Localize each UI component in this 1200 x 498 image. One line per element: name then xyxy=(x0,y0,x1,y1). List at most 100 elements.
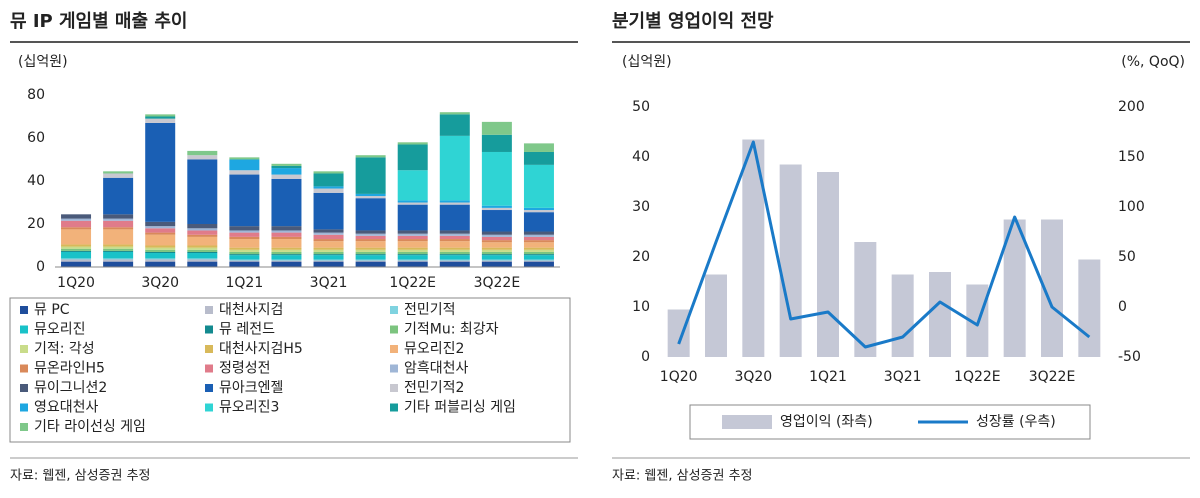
legend-marker xyxy=(390,384,398,392)
bar-segment xyxy=(523,261,554,267)
bar-segment xyxy=(481,121,512,135)
legend-marker xyxy=(390,403,398,412)
bar-segment xyxy=(103,177,134,215)
bar-segment xyxy=(313,259,344,261)
legend-marker xyxy=(20,364,28,373)
bar-segment xyxy=(481,259,512,261)
bar-segment xyxy=(271,255,302,260)
bar-segment xyxy=(61,250,92,252)
bar-segment xyxy=(229,157,260,160)
bar xyxy=(1003,219,1026,357)
bar-segment xyxy=(103,220,134,228)
bar-segment xyxy=(397,233,428,236)
x-tick-label: 1Q22E xyxy=(954,369,1001,385)
bar-segment xyxy=(439,241,470,248)
bar-segment xyxy=(397,202,428,205)
bar-segment xyxy=(439,255,470,260)
bar-segment xyxy=(145,261,176,267)
bar xyxy=(742,139,765,357)
bar-segment xyxy=(397,255,428,260)
bar-segment xyxy=(313,249,344,252)
bar-segment xyxy=(481,242,512,248)
bar-segment xyxy=(271,251,302,255)
x-tick-label: 1Q21 xyxy=(226,275,264,291)
bar-segment xyxy=(355,193,386,197)
bar-segment xyxy=(229,261,260,267)
legend-box xyxy=(689,404,1091,440)
bar-segment xyxy=(187,234,218,237)
bar-segment xyxy=(355,255,386,260)
bar-segment xyxy=(523,260,554,262)
bar xyxy=(667,309,690,357)
bar-segment xyxy=(523,164,554,208)
bar-segment xyxy=(439,247,470,250)
y-tick-label: 10 xyxy=(632,299,650,315)
bar-segment xyxy=(271,165,302,169)
x-tick-label: 3Q20 xyxy=(734,369,772,385)
bar-segment xyxy=(397,170,428,201)
bar-segment xyxy=(355,157,386,194)
bar-segment xyxy=(523,234,554,237)
bar-segment xyxy=(523,259,554,261)
legend-label: 정령성전 xyxy=(219,361,271,377)
bar-segment xyxy=(103,251,134,259)
y-tick-label: 0 xyxy=(36,259,45,275)
bar-segment xyxy=(439,204,470,231)
bar-segment xyxy=(481,151,512,206)
bar-segment xyxy=(229,232,260,237)
bar-segment xyxy=(61,227,92,230)
bar-segment xyxy=(61,246,92,249)
growth-line xyxy=(677,140,1091,349)
bar-segment xyxy=(103,250,134,252)
legend-label: 전민기적2 xyxy=(404,380,464,396)
bar xyxy=(854,242,877,357)
y-tick-label: 100 xyxy=(1118,199,1145,215)
bar-segment xyxy=(439,239,470,242)
bar-segment xyxy=(481,234,512,237)
y-tick-label: 20 xyxy=(632,249,650,265)
bar-segment xyxy=(271,226,302,231)
bar-segment xyxy=(523,242,554,248)
bar-segment xyxy=(397,260,428,262)
bar-segment xyxy=(187,251,218,254)
unit-label: (%, QoQ) xyxy=(1121,54,1185,70)
legend-box xyxy=(9,297,571,443)
legend-label: 뮤오리진 xyxy=(34,322,86,338)
bar-segment xyxy=(61,229,92,245)
bar-segment xyxy=(355,230,386,234)
bar-segment xyxy=(397,200,428,203)
bar-segment xyxy=(145,249,176,252)
bar-segment xyxy=(313,261,344,267)
bar-segment xyxy=(439,251,470,255)
bar-segment xyxy=(313,229,344,233)
bar-segment xyxy=(481,260,512,262)
bar-segment xyxy=(103,229,134,245)
chart-title: 분기별 영업이익 전망 xyxy=(612,11,774,32)
y-tick-label: 0 xyxy=(1118,299,1127,315)
bar-segment xyxy=(145,226,176,229)
bar-segment xyxy=(481,261,512,267)
bar-segment xyxy=(439,200,470,203)
bar-segment xyxy=(397,204,428,231)
x-tick-label: 3Q22E xyxy=(1029,369,1076,385)
legend-label: 뮤오리진2 xyxy=(404,341,464,357)
legend-label: 뮤 PC xyxy=(34,302,70,318)
bar-segment xyxy=(523,210,554,213)
bar-segment xyxy=(271,261,302,267)
y-tick-label: -50 xyxy=(1118,349,1141,365)
legend-label: 뮤아크엔젤 xyxy=(219,380,283,396)
bar-segment xyxy=(355,249,386,252)
legend-label: 기적: 각성 xyxy=(34,341,95,357)
legend-marker xyxy=(20,423,28,431)
bar-segment xyxy=(271,174,302,179)
bar-segment xyxy=(61,248,92,251)
bar-segment xyxy=(523,249,554,252)
legend-marker xyxy=(205,306,213,314)
bar-segment xyxy=(229,230,260,233)
y-tick-label: 20 xyxy=(27,216,45,232)
bar-segment xyxy=(397,259,428,261)
bar-segment xyxy=(145,259,176,262)
bar-segment xyxy=(313,186,344,189)
